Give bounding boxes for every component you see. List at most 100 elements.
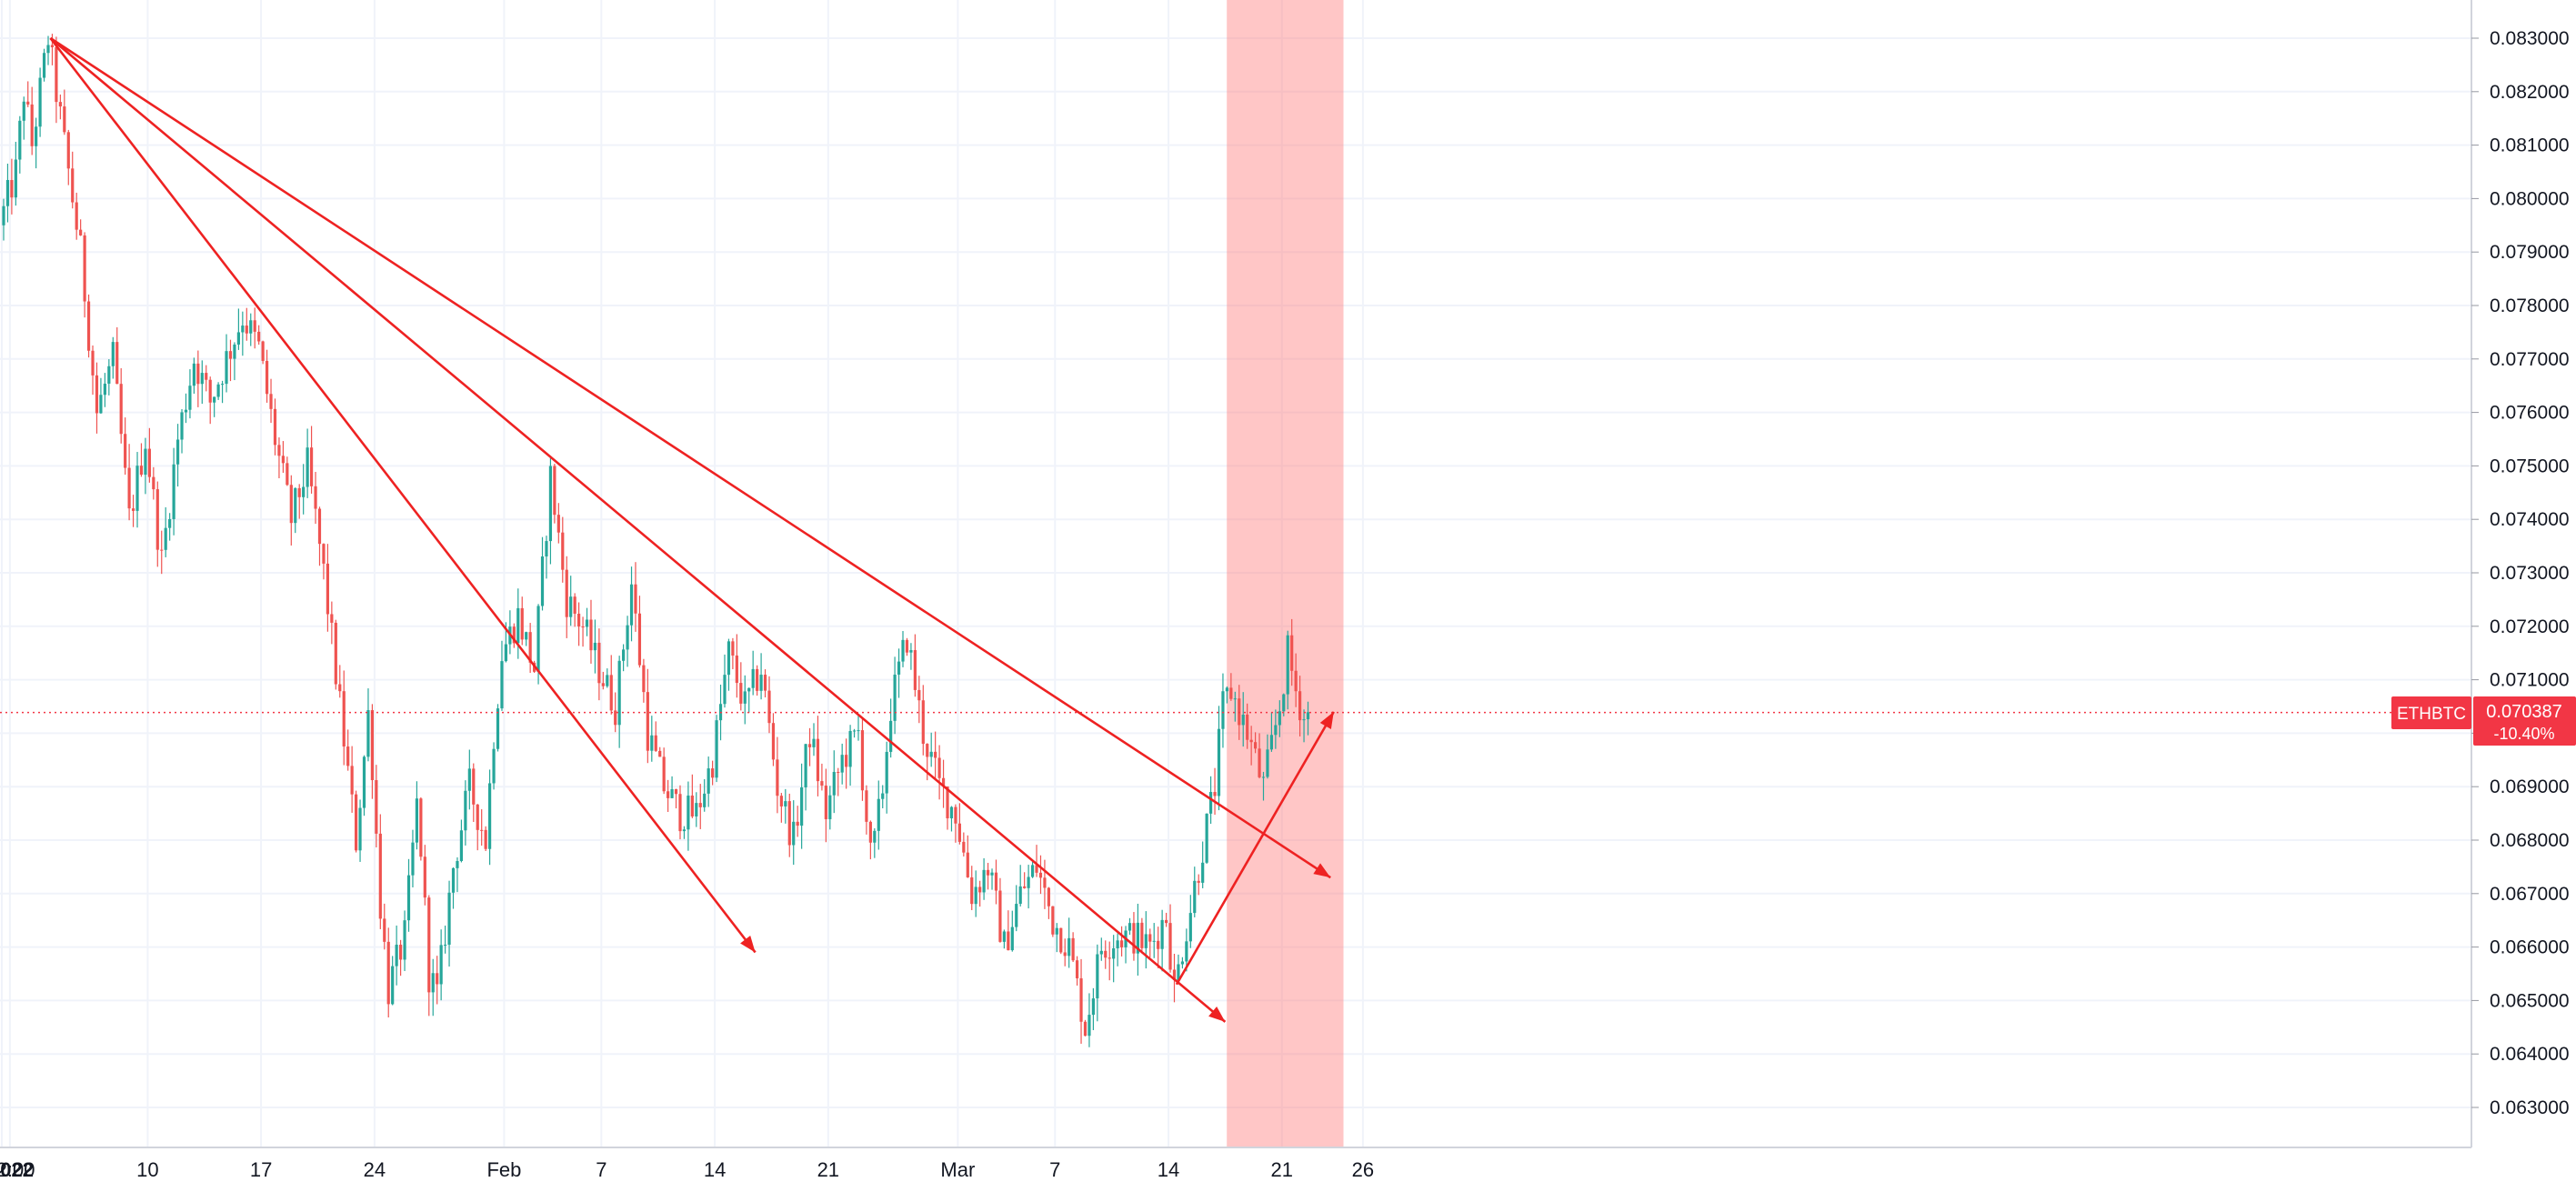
trendline-annotations[interactable]: [49, 36, 1335, 1023]
candle-body: [55, 46, 58, 103]
candle-body: [540, 556, 545, 606]
candle-body: [192, 363, 195, 386]
grid-lines: [0, 0, 2471, 1147]
candle-body: [297, 487, 301, 497]
trendline-arrow[interactable]: [49, 36, 1331, 879]
candle-body: [1030, 865, 1035, 877]
candle-body: [1185, 941, 1188, 962]
candle-body: [658, 750, 662, 757]
arrow-head-icon: [740, 935, 756, 953]
trendline-arrow[interactable]: [49, 37, 757, 954]
candle-body: [751, 668, 755, 688]
candle-body: [1083, 1021, 1088, 1037]
price-axis-label: 0.063000: [2490, 1097, 2570, 1118]
candle-body: [188, 386, 192, 410]
candle-body: [205, 373, 208, 380]
candle-body: [265, 360, 269, 395]
candle-body: [261, 341, 265, 361]
price-axis-label: 0.069000: [2490, 776, 2570, 797]
price-axis-background: [2471, 0, 2576, 1187]
candle-body: [196, 363, 200, 385]
candle-body: [415, 798, 419, 843]
price-axis-label: 0.067000: [2490, 884, 2570, 905]
candle-body: [107, 366, 111, 384]
candle-body: [175, 439, 180, 465]
candle-body: [1172, 969, 1177, 981]
candle-body: [164, 527, 167, 550]
candle-body: [338, 684, 342, 692]
candle-body: [375, 780, 378, 834]
candle-body: [277, 445, 281, 456]
candle-body: [228, 351, 233, 359]
symbol-tag-text: ETHBTC: [2397, 705, 2466, 724]
candle-body: [492, 748, 496, 784]
candle-body: [1193, 880, 1197, 914]
candle-body: [281, 456, 285, 464]
candlesticks: [2, 34, 1310, 1047]
candle-body: [743, 691, 747, 704]
candle-body: [480, 829, 484, 831]
candle-body: [83, 235, 86, 302]
candle-body: [800, 786, 804, 826]
candle-body: [597, 642, 601, 684]
candle-body: [581, 626, 585, 628]
candle-body: [889, 720, 893, 752]
candle-body: [516, 607, 520, 644]
candle-body: [208, 379, 212, 403]
candle-body: [456, 861, 459, 868]
candle-body: [711, 768, 715, 778]
candle-body: [144, 448, 147, 476]
candle-body: [1116, 940, 1119, 949]
candle-body: [18, 120, 22, 160]
candle-body: [857, 730, 860, 732]
candle-body: [1047, 887, 1050, 907]
candle-body: [1038, 872, 1043, 878]
candle-body: [776, 759, 779, 796]
candle-body: [553, 466, 556, 516]
candle-body: [585, 619, 589, 627]
candle-body: [1249, 739, 1253, 743]
candle-body: [152, 476, 155, 490]
candle-body: [1278, 711, 1281, 726]
candle-body: [35, 126, 38, 146]
candle-body: [929, 751, 933, 757]
candle-body: [1096, 954, 1099, 999]
candle-body: [1132, 923, 1136, 954]
trendline-arrow[interactable]: [49, 37, 1227, 1023]
candle-body: [1213, 792, 1217, 796]
candle-body: [512, 626, 516, 644]
price-axis-label: 0.077000: [2490, 349, 2570, 370]
time-axis-label: 14: [704, 1158, 726, 1181]
candle-body: [147, 448, 151, 477]
price-axis-label: 0.079000: [2490, 242, 2570, 263]
candle-body: [921, 700, 925, 745]
candle-body: [946, 786, 949, 819]
candle-body: [690, 795, 694, 816]
candle-body: [66, 132, 70, 169]
candle-body: [111, 342, 115, 366]
candle-body: [1075, 960, 1079, 978]
price-axis-label: 0.080000: [2490, 188, 2570, 209]
candle-body: [998, 890, 1002, 942]
candle-body: [548, 466, 553, 542]
candle-body: [317, 508, 322, 545]
trendline-arrow[interactable]: [1175, 711, 1335, 986]
change-percent-label: -10.40%: [2493, 725, 2554, 743]
price-axis-label: 0.075000: [2490, 456, 2570, 476]
candle-body: [1274, 725, 1278, 736]
candle-body: [860, 730, 865, 791]
candle-body: [75, 202, 78, 230]
candle-body: [1027, 876, 1030, 888]
highlight-region: [1227, 0, 1344, 1147]
time-axis-label: 10: [136, 1158, 158, 1181]
candle-body: [937, 757, 941, 778]
candle-body: [370, 710, 375, 781]
candle-body: [893, 674, 897, 721]
candle-body: [58, 102, 62, 107]
candle-body: [637, 613, 642, 666]
candle-body: [1261, 776, 1266, 778]
time-axis-label: 7: [596, 1158, 606, 1181]
candle-body: [614, 710, 617, 726]
